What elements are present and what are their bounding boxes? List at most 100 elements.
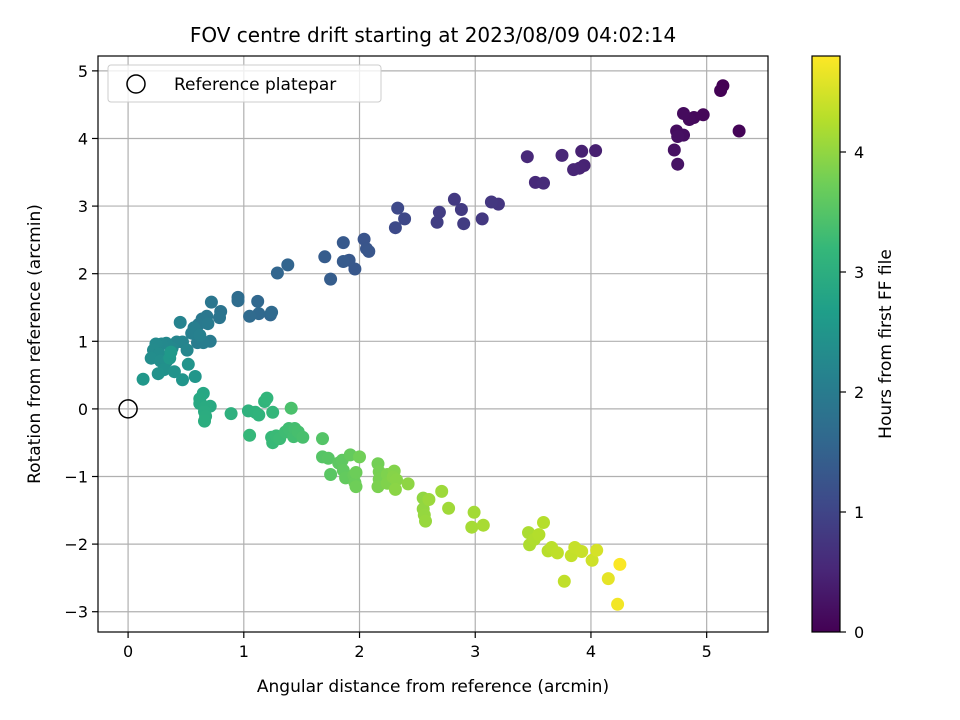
data-point bbox=[136, 372, 150, 386]
grid bbox=[98, 56, 768, 632]
x-tick-label: 3 bbox=[470, 642, 480, 661]
data-point bbox=[266, 405, 280, 419]
x-tick-label: 1 bbox=[239, 642, 249, 661]
data-point bbox=[180, 343, 194, 357]
colorbar-tick-label: 4 bbox=[854, 143, 864, 162]
data-point bbox=[349, 480, 363, 494]
data-point bbox=[432, 205, 446, 219]
data-point bbox=[430, 215, 444, 229]
data-point bbox=[435, 484, 449, 498]
data-point bbox=[532, 528, 546, 542]
x-axis-label: Angular distance from reference (arcmin) bbox=[257, 677, 609, 697]
data-point bbox=[401, 477, 415, 491]
data-point bbox=[390, 473, 403, 487]
legend-marker-icon bbox=[126, 74, 146, 94]
data-point bbox=[611, 597, 625, 611]
data-point bbox=[457, 217, 471, 231]
legend-entry-label: Reference platepar bbox=[174, 75, 336, 95]
y-tick-label: 5 bbox=[78, 62, 88, 81]
data-point bbox=[667, 143, 681, 157]
data-point bbox=[284, 401, 298, 415]
data-point bbox=[601, 572, 615, 586]
data-point bbox=[391, 201, 405, 215]
x-tick-label: 2 bbox=[354, 642, 364, 661]
data-point bbox=[336, 236, 350, 250]
data-point bbox=[324, 272, 338, 286]
plot-area: 0 1 2 3 4 5 −3 −2 −1 0 1 2 3 4 5 bbox=[64, 55, 769, 661]
y-tick-label: 0 bbox=[78, 400, 88, 419]
data-point bbox=[671, 130, 685, 143]
data-point bbox=[613, 557, 627, 571]
data-point bbox=[324, 468, 338, 481]
y-tick-label: −2 bbox=[64, 535, 88, 554]
colorbar-tick-label: 1 bbox=[854, 503, 864, 522]
data-point bbox=[318, 250, 332, 264]
colorbar-tick-label: 2 bbox=[854, 383, 864, 402]
data-point bbox=[590, 543, 604, 557]
data-point bbox=[176, 373, 189, 387]
data-point bbox=[243, 309, 257, 323]
data-point bbox=[732, 124, 746, 138]
y-tick-label: −1 bbox=[64, 468, 88, 487]
data-point bbox=[270, 266, 284, 280]
data-point bbox=[181, 357, 195, 371]
data-point bbox=[467, 505, 481, 519]
data-point bbox=[213, 311, 226, 325]
data-point bbox=[465, 520, 479, 534]
data-point bbox=[575, 144, 589, 158]
data-point bbox=[204, 295, 218, 309]
legend: Reference platepar bbox=[107, 64, 382, 103]
scatter-points bbox=[136, 79, 746, 611]
data-point bbox=[520, 150, 534, 164]
data-point bbox=[442, 501, 456, 515]
data-point bbox=[575, 545, 589, 558]
data-point bbox=[252, 408, 266, 422]
data-point bbox=[198, 414, 211, 428]
data-point bbox=[484, 195, 498, 209]
data-point bbox=[447, 192, 461, 206]
data-point bbox=[243, 428, 257, 442]
colorbar-tick-label: 0 bbox=[854, 623, 864, 642]
data-point bbox=[475, 212, 489, 226]
data-point bbox=[353, 450, 366, 464]
y-tick-label: 4 bbox=[78, 129, 88, 148]
data-point bbox=[555, 148, 569, 162]
data-point bbox=[201, 317, 215, 331]
data-point bbox=[362, 244, 376, 258]
y-tick-label: 3 bbox=[78, 197, 88, 216]
data-point bbox=[567, 163, 581, 177]
data-point bbox=[173, 315, 187, 329]
data-point bbox=[585, 553, 599, 567]
colorbar: 0 1 2 3 4 Hours from first FF file bbox=[811, 55, 896, 642]
data-point bbox=[349, 466, 363, 479]
data-point bbox=[589, 144, 603, 158]
y-tick-label: 2 bbox=[78, 265, 88, 284]
data-point bbox=[193, 328, 207, 342]
data-point bbox=[167, 365, 181, 379]
data-point bbox=[422, 493, 436, 506]
x-tick-label: 5 bbox=[702, 642, 712, 661]
x-tick-label: 4 bbox=[586, 642, 596, 661]
y-axis-ticks: −3 −2 −1 0 1 2 3 4 5 bbox=[64, 62, 98, 622]
colorbar-tick-label: 3 bbox=[854, 263, 864, 282]
data-point bbox=[388, 221, 402, 235]
y-tick-label: 1 bbox=[78, 332, 88, 351]
data-point bbox=[537, 516, 550, 529]
data-point bbox=[714, 84, 728, 97]
legend-box bbox=[107, 64, 382, 103]
colorbar-gradient bbox=[811, 55, 841, 633]
chart-title: FOV centre drift starting at 2023/08/09 … bbox=[190, 23, 676, 47]
data-point bbox=[164, 345, 178, 359]
data-point bbox=[388, 482, 402, 496]
data-point bbox=[281, 258, 295, 272]
y-axis-label: Rotation from reference (arcmin) bbox=[25, 204, 45, 484]
data-point bbox=[476, 518, 490, 532]
data-point bbox=[537, 176, 550, 190]
data-point bbox=[677, 107, 690, 120]
data-point bbox=[265, 305, 279, 319]
plot-frame bbox=[97, 55, 769, 633]
reference-platepar-marker bbox=[118, 399, 138, 419]
data-point bbox=[321, 451, 335, 465]
data-point bbox=[224, 407, 238, 421]
x-axis-ticks: 0 1 2 3 4 5 bbox=[123, 632, 712, 661]
